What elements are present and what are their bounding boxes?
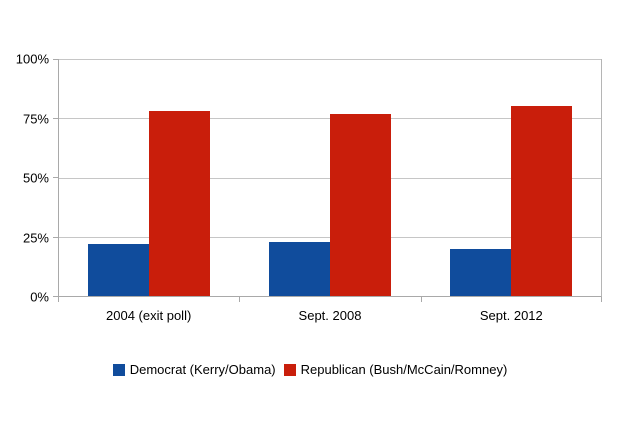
- legend-item: Republican (Bush/McCain/Romney): [283, 362, 508, 377]
- y-axis-tick-label: 50%: [22, 170, 49, 186]
- bar-republican: [510, 106, 572, 296]
- x-axis-tick-mark: [239, 297, 241, 302]
- x-axis-tick-mark: [58, 297, 59, 302]
- y-axis-tick-label: 75%: [22, 111, 49, 126]
- y-axis-tick-mark: [53, 59, 58, 60]
- plot-area: [58, 59, 602, 297]
- x-axis-category-label: Sept. 2008: [298, 308, 362, 323]
- legend: Democrat (Kerry/Obama) Republican (Bush/M…: [0, 362, 620, 377]
- x-axis-tick-mark: [601, 297, 602, 302]
- bar-group: [59, 59, 240, 296]
- bar-group: [420, 59, 601, 296]
- y-axis: 0% 25% 50% 75% 100%: [0, 53, 58, 304]
- bar-republican: [149, 111, 211, 296]
- x-axis-tick-mark: [420, 297, 422, 302]
- bar-democrat: [88, 243, 150, 296]
- y-axis-tick-mark: [53, 236, 58, 238]
- x-axis-category-label: 2004 (exit poll): [106, 308, 192, 323]
- legend-label: Republican (Bush/McCain/Romney): [300, 362, 508, 377]
- gridline: [59, 59, 601, 60]
- legend-label: Democrat (Kerry/Obama): [129, 362, 276, 377]
- x-axis: 2004 (exit poll) Sept. 2008 Sept. 2012: [58, 308, 602, 323]
- y-axis-tick-label: 25%: [22, 230, 49, 245]
- y-axis-tick-label: 100%: [15, 51, 49, 67]
- legend-swatch-republican: [283, 363, 296, 376]
- y-axis-tick-mark: [53, 296, 58, 297]
- bar-group: [240, 59, 421, 296]
- x-axis-category-label: Sept. 2012: [479, 308, 543, 323]
- legend-swatch-democrat: [112, 363, 125, 376]
- bar-republican: [330, 113, 391, 296]
- y-axis-tick-mark: [53, 117, 58, 119]
- y-axis-tick-label: 0%: [30, 289, 49, 305]
- y-axis-tick-mark: [53, 177, 58, 178]
- bar-democrat: [269, 241, 330, 296]
- bar-democrat: [449, 248, 511, 296]
- legend-item: Democrat (Kerry/Obama): [112, 362, 276, 377]
- x-axis-ticks: [58, 297, 602, 303]
